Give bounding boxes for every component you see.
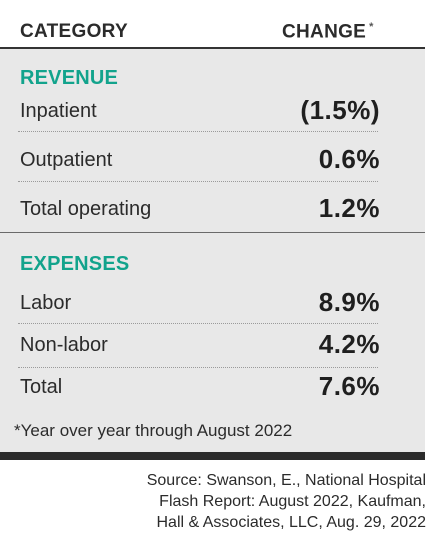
section-title-expenses: EXPENSES <box>20 253 130 275</box>
change-header-asterisk: * <box>369 21 374 33</box>
row-value: 7.6% <box>318 371 380 401</box>
table-row: Non-labor 4.2% <box>0 327 425 367</box>
header-divider <box>0 47 425 49</box>
category-column-header: CATEGORY <box>20 21 128 42</box>
row-label: Inpatient <box>20 100 97 122</box>
row-label: Non-labor <box>20 334 108 356</box>
section-title-revenue: REVENUE <box>20 67 119 89</box>
source-line: Hall & Associates, LLC, Aug. 29, 2022 <box>156 514 427 531</box>
footnote: *Year over year through August 2022 <box>14 421 293 440</box>
row-value: 1.2% <box>318 193 380 223</box>
source-line: Flash Report: August 2022, Kaufman, <box>159 493 426 510</box>
table-row: Labor 8.9% <box>0 285 425 325</box>
row-divider <box>18 323 378 324</box>
row-label: Outpatient <box>20 149 113 171</box>
row-divider <box>18 131 378 132</box>
row-divider <box>18 181 378 182</box>
row-divider <box>18 367 378 368</box>
table-row: Total operating 1.2% <box>0 191 425 231</box>
row-label: Total <box>20 376 63 398</box>
row-value: 0.6% <box>318 144 380 174</box>
row-label: Labor <box>20 292 72 314</box>
table-panel: REVENUE Inpatient (1.5%) Outpatient 0.6%… <box>0 49 425 452</box>
row-value: 8.9% <box>318 287 380 317</box>
table-header: CATEGORY CHANGE * <box>0 0 425 49</box>
row-value: 4.2% <box>318 329 380 359</box>
bottom-rule <box>0 452 425 460</box>
table-row: Outpatient 0.6% <box>0 142 425 182</box>
source-note: Source: Swanson, E., National Hospital F… <box>86 470 426 533</box>
row-label: Total operating <box>20 198 152 220</box>
section-divider <box>0 232 425 233</box>
table-row: Total 7.6% <box>0 369 425 409</box>
row-value: (1.5%) <box>300 95 380 125</box>
change-column-header: CHANGE * <box>282 21 374 43</box>
change-header-label: CHANGE <box>282 21 367 43</box>
table-row: Inpatient (1.5%) <box>0 93 425 133</box>
source-line: Source: Swanson, E., National Hospital <box>146 472 426 489</box>
